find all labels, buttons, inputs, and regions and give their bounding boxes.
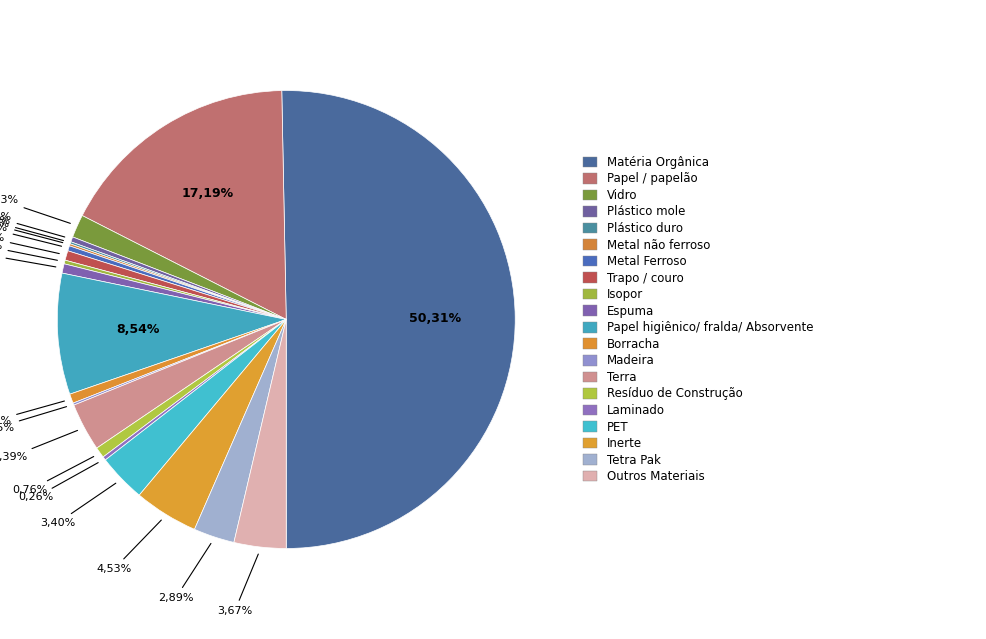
Wedge shape [65,250,286,320]
Wedge shape [70,320,286,403]
Text: 17,19%: 17,19% [181,187,233,200]
Wedge shape [64,260,286,320]
Wedge shape [71,237,286,320]
Text: 2,89%: 2,89% [158,543,211,603]
Text: 0,66%: 0,66% [0,249,56,267]
Text: 0,36%: 0,36% [0,212,65,237]
Wedge shape [281,91,515,548]
Wedge shape [103,320,286,460]
Wedge shape [73,320,286,405]
Text: 3,40%: 3,40% [40,483,115,528]
Text: 0,76%: 0,76% [13,456,94,495]
Wedge shape [68,246,286,320]
Wedge shape [106,320,286,495]
Text: 3,67%: 3,67% [217,554,258,615]
Wedge shape [139,320,286,529]
Text: 8,54%: 8,54% [116,323,159,335]
Wedge shape [62,264,286,320]
Wedge shape [57,273,286,394]
Text: 4,53%: 4,53% [97,520,161,574]
Text: 3,39%: 3,39% [0,431,78,463]
Legend: Matéria Orgânica, Papel / papelão, Vidro, Plástico mole, Plástico duro, Metal nã: Matéria Orgânica, Papel / papelão, Vidro… [578,151,817,488]
Text: 0,36%: 0,36% [0,224,61,246]
Wedge shape [97,320,286,457]
Text: 0,68%: 0,68% [0,233,59,254]
Wedge shape [70,242,286,320]
Text: 50,31%: 50,31% [408,312,460,325]
Text: 0,26%: 0,26% [0,241,57,260]
Text: 1,63%: 1,63% [0,195,70,224]
Text: 0,15%: 0,15% [0,219,63,243]
Wedge shape [69,244,286,320]
Text: 0,15%: 0,15% [0,217,63,240]
Wedge shape [82,91,286,320]
Text: 0,66%: 0,66% [0,401,64,426]
Text: 0,26%: 0,26% [18,463,98,502]
Wedge shape [74,320,286,448]
Wedge shape [194,320,286,543]
Wedge shape [234,320,286,548]
Text: 0,15%: 0,15% [0,406,66,433]
Wedge shape [73,215,286,320]
